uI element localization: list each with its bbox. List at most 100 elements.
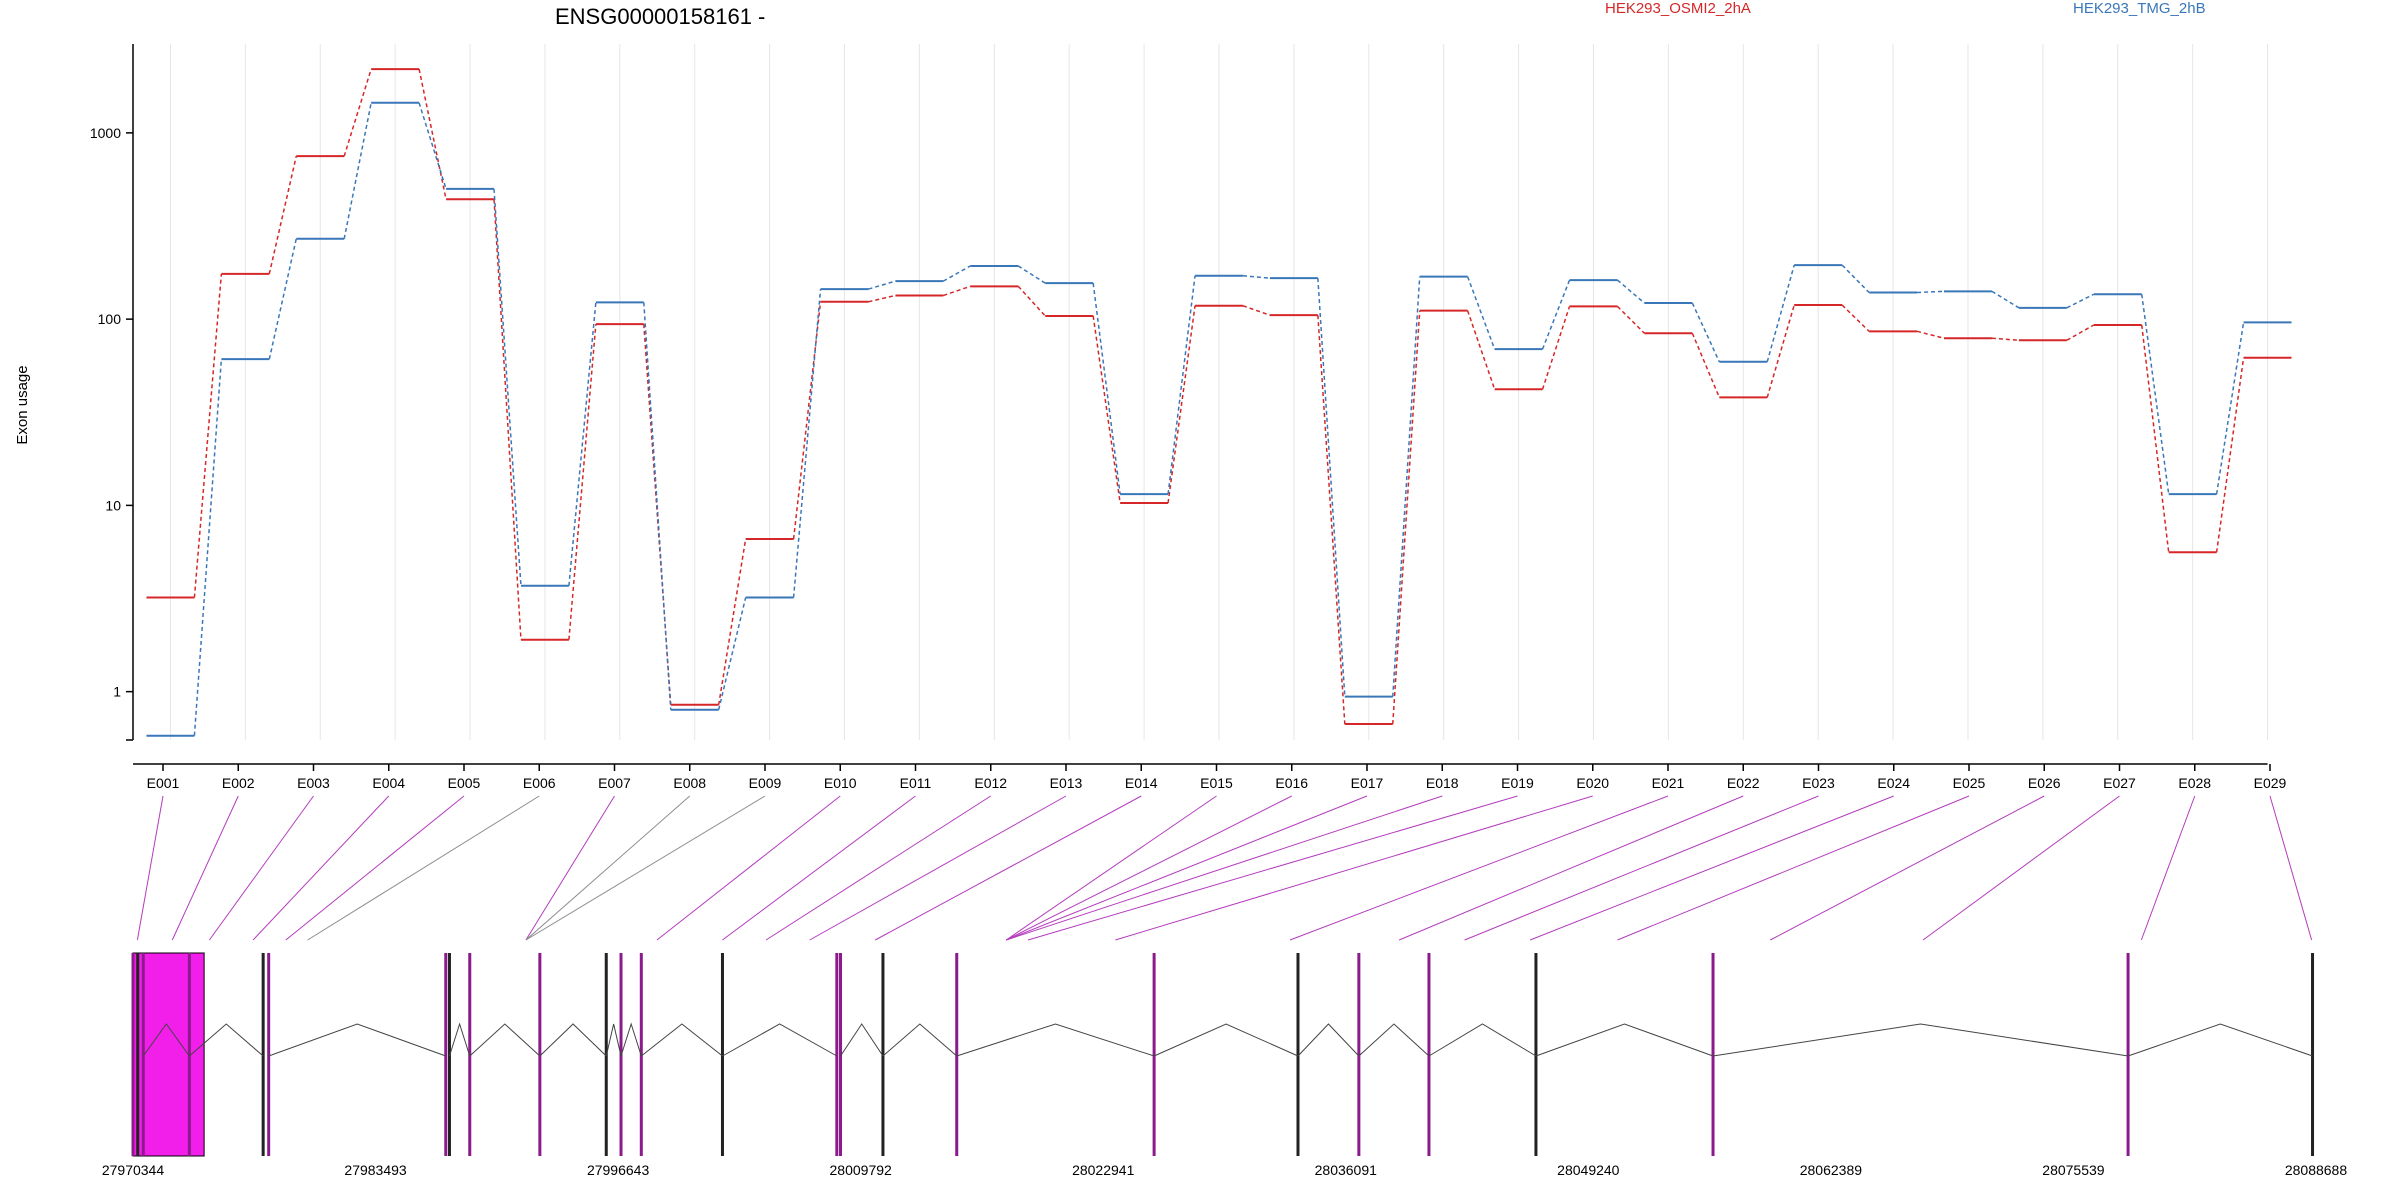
series-connector — [2215, 322, 2245, 495]
exon-bar — [1427, 953, 1431, 1156]
exon-connector — [1922, 795, 2120, 941]
series-connector — [343, 102, 372, 239]
series-connector — [1766, 304, 1795, 398]
intron-line — [956, 1023, 1155, 1057]
series-connector — [343, 68, 372, 157]
series-connector — [493, 188, 522, 586]
series-connector — [1691, 332, 1721, 398]
series-connector — [1541, 306, 1571, 390]
x-tick-label: E012 — [974, 775, 1007, 791]
series-connector — [268, 155, 298, 275]
intron-line — [1535, 1023, 1714, 1057]
intron-line — [1428, 1023, 1537, 1057]
genomic-coordinate-label: 28088688 — [2285, 1162, 2348, 1178]
exon-connector — [525, 795, 691, 941]
x-tick-label: E004 — [372, 775, 405, 791]
series-connector — [717, 538, 747, 705]
x-tick-label: E006 — [523, 775, 556, 791]
exon-connector — [1115, 795, 1593, 941]
series-connector — [1242, 305, 1271, 316]
y-axis-label: Exon usage — [14, 365, 31, 444]
exon-connector — [1529, 795, 1894, 941]
legend-entry: HEK293_TMG_2hB — [2073, 0, 2206, 17]
series-connector — [643, 302, 672, 710]
exon-bar — [1296, 953, 1300, 1156]
exon-bar — [2311, 953, 2315, 1156]
exon-connector — [2269, 795, 2313, 941]
series-connector — [868, 280, 896, 290]
series-connector — [792, 301, 822, 540]
x-tick-label: E026 — [2028, 775, 2061, 791]
series-connector — [418, 68, 447, 200]
exon-bar — [141, 953, 145, 1156]
x-tick-label: E013 — [1050, 775, 1083, 791]
x-tick-label: E007 — [598, 775, 631, 791]
series-connector — [1991, 290, 2020, 309]
intron-line — [469, 1023, 541, 1057]
exon-bar — [131, 953, 135, 1156]
x-tick-label: E020 — [1576, 775, 1609, 791]
series-connector — [1017, 265, 1046, 284]
series-connector — [2140, 324, 2170, 553]
series-connector — [2066, 293, 2095, 309]
x-tick-label: E017 — [1351, 775, 1384, 791]
series-connector — [1691, 302, 1720, 363]
intron-line — [640, 1023, 723, 1057]
exon-bar — [1152, 953, 1156, 1156]
genomic-coordinate-label: 28062389 — [1800, 1162, 1863, 1178]
exon-bar — [261, 953, 265, 1156]
intron-line — [1358, 1023, 1430, 1057]
exon-bar — [267, 953, 271, 1156]
exon-connector — [1027, 795, 1518, 941]
x-tick-label: E024 — [1877, 775, 1910, 791]
series-connector — [1616, 279, 1645, 304]
exon-connector — [1289, 795, 1669, 941]
genomic-coordinate-label: 27996643 — [587, 1162, 650, 1178]
intron-line — [605, 1023, 622, 1057]
grid-lines — [169, 44, 2269, 740]
exon-connector — [171, 795, 239, 941]
y-tick-label: 10 — [105, 497, 121, 513]
exon-bar — [538, 953, 542, 1156]
y-tick-label: 1 — [113, 684, 121, 700]
exon-bar — [1711, 953, 1715, 1156]
exon-connector — [1005, 795, 1292, 941]
series-connector — [1841, 264, 1870, 294]
series-connector — [1991, 337, 2019, 342]
exon-connector — [874, 795, 1142, 941]
exon-bar — [187, 953, 191, 1156]
series-connector — [1466, 310, 1496, 390]
exon-connector — [307, 795, 540, 941]
exon-connector — [2140, 795, 2196, 941]
series-connector — [1317, 278, 1346, 697]
series-connector — [1242, 274, 1270, 279]
series-connector — [2215, 357, 2245, 553]
intron-line — [882, 1023, 958, 1057]
series-connector — [1392, 276, 1421, 697]
series-connector — [1092, 283, 1121, 495]
intron-line — [448, 1022, 471, 1057]
genomic-coordinate-label: 28036091 — [1315, 1162, 1378, 1178]
y-tick-label: 100 — [98, 311, 122, 327]
series-connector — [1092, 315, 1121, 504]
axes: 1 10 100 1000 E001 E002 E003 E004 E005 E006 E007 E0… — [90, 44, 2287, 791]
exon-connector — [1006, 795, 1443, 941]
series-connector — [1392, 310, 1421, 725]
intron-line — [268, 1023, 446, 1057]
series-connector — [1167, 305, 1196, 504]
series-connector — [2066, 324, 2095, 341]
x-tick-label: E023 — [1802, 775, 1835, 791]
chart-title: ENSG00000158161 - — [555, 4, 765, 29]
x-tick-label: E011 — [900, 775, 932, 791]
genomic-coordinate-label: 28049240 — [1557, 1162, 1620, 1178]
x-tick-label: E015 — [1200, 775, 1233, 791]
exon-bar — [2126, 953, 2130, 1156]
series-connector — [1541, 279, 1571, 350]
intron-line — [189, 1023, 264, 1057]
genomic-coordinate-label: 28022941 — [1072, 1162, 1135, 1178]
exon-connector — [252, 795, 390, 941]
exon-bar — [881, 953, 885, 1156]
series-connector — [943, 265, 971, 282]
